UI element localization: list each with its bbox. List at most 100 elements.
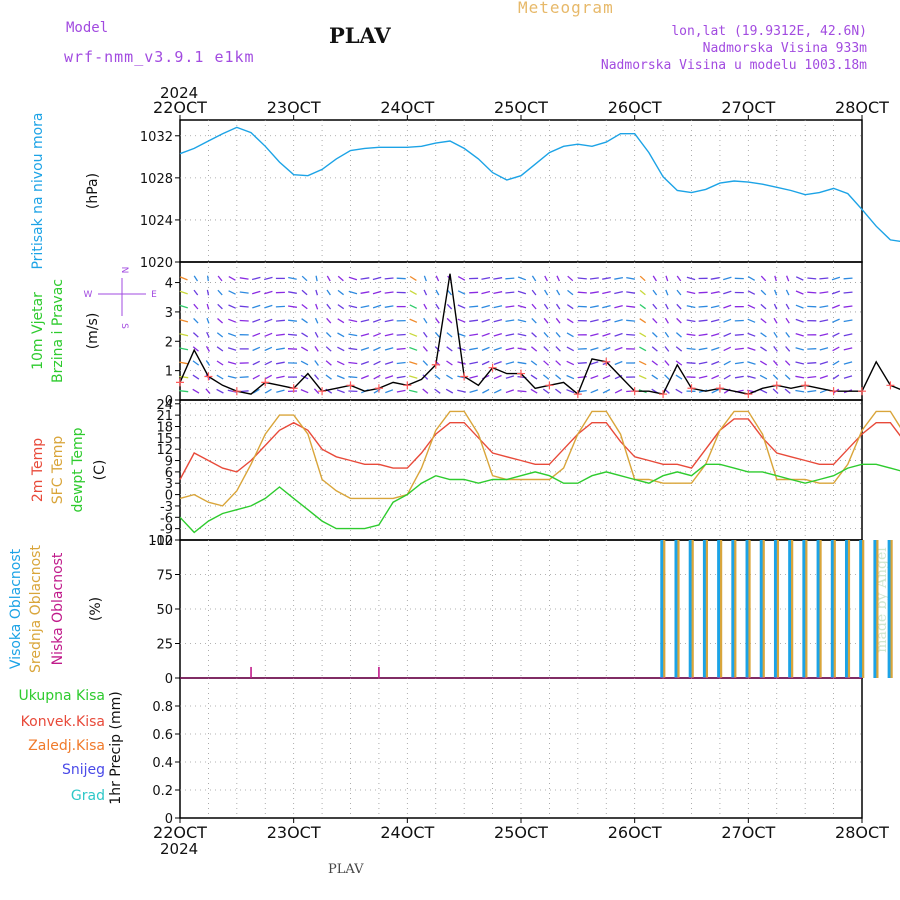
y-tick-label-pressure: 1032 <box>140 130 173 145</box>
wind-barb <box>651 332 658 338</box>
wind-barb <box>723 318 732 323</box>
wind-barb <box>795 304 804 309</box>
wind-barb <box>373 360 381 366</box>
wind-barb <box>315 289 319 296</box>
y-tick-label-temperature: -3 <box>160 500 173 515</box>
wind-barb <box>555 374 562 380</box>
wind-barb <box>409 304 417 309</box>
wind-barb <box>665 289 669 296</box>
bottom-axis-tick-label: 22OCT <box>153 823 207 842</box>
wind-barb <box>639 289 646 296</box>
wind-barb <box>589 277 599 280</box>
wind-barb <box>337 289 344 296</box>
wind-barb <box>434 331 440 338</box>
wind-barb <box>614 318 623 323</box>
wind-barb <box>216 360 224 366</box>
wind-barb <box>227 361 237 365</box>
wind-barb <box>773 360 779 366</box>
wind-barb <box>216 374 224 380</box>
y-tick-label-temperature: -9 <box>160 523 173 538</box>
wind-barb <box>217 318 224 324</box>
wind-barb <box>531 332 537 338</box>
wind-barb <box>446 317 453 324</box>
wind-barb <box>434 346 441 352</box>
wind-barb <box>566 346 575 352</box>
wind-barb <box>315 275 318 282</box>
wind-barb <box>686 347 696 351</box>
wind-barb <box>698 361 708 365</box>
wind-barb <box>734 361 744 365</box>
wind-barb <box>373 346 381 352</box>
wind-barb <box>566 389 575 394</box>
wind-barb <box>252 346 261 352</box>
wind-barb <box>481 290 491 295</box>
wind-barb <box>408 389 418 393</box>
model-elevation-text: Nadmorska Visina u modelu 1003.18m <box>600 58 867 73</box>
wind-barb <box>396 347 406 350</box>
wind-barb <box>396 333 406 336</box>
wind-barb <box>664 331 670 338</box>
wind-barb <box>517 304 527 309</box>
wind-barb <box>639 332 647 338</box>
wind-barb <box>228 290 236 295</box>
wind-barb <box>710 291 720 295</box>
wind-unit: (m/s) <box>85 313 101 350</box>
wind-barb <box>651 374 659 380</box>
wind-barb <box>602 276 611 280</box>
precip-legend-item: Zaledj.Kisa <box>28 738 105 754</box>
wind-gust-marker <box>374 384 383 393</box>
wind-barb <box>409 375 418 379</box>
wind-barb <box>638 360 647 366</box>
wind-gust-marker <box>602 357 611 366</box>
bottom-axis-tick-label: 24OCT <box>380 823 434 842</box>
wind-barb <box>205 388 211 395</box>
wind-barb <box>315 303 319 310</box>
wind-barb <box>276 389 285 393</box>
wind-barb <box>239 376 249 379</box>
wind-barb <box>639 275 646 282</box>
wind-barb <box>819 347 829 351</box>
wind-barb <box>252 290 261 295</box>
y-tick-label-precip: 0.8 <box>152 700 173 715</box>
wind-barb <box>747 318 756 323</box>
wind-barb <box>384 305 394 308</box>
wind-barb <box>216 332 224 338</box>
y-tick-label-pressure: 1020 <box>140 256 173 271</box>
wind-barb <box>326 275 331 282</box>
wind-barb <box>590 319 599 323</box>
wind-barb <box>275 319 285 322</box>
wind-barb <box>760 346 767 352</box>
wind-barb <box>396 389 406 393</box>
precip-legend-item: Snijeg <box>62 762 105 778</box>
wind-barb <box>759 388 768 394</box>
wind-barb <box>325 346 332 352</box>
wind-barb <box>795 375 805 379</box>
wind-barb <box>301 332 309 338</box>
wind-barb <box>664 374 670 380</box>
wind-barb <box>326 303 332 310</box>
wind-barb <box>795 332 804 337</box>
wind-barb <box>676 317 682 324</box>
wind-barb <box>675 388 683 394</box>
y-tick-label-temperature: 6 <box>165 466 173 481</box>
cloud-unit: (%) <box>88 597 104 621</box>
wind-barb <box>493 388 502 394</box>
wind-barb <box>602 332 611 337</box>
wind-barb <box>313 388 320 394</box>
wind-barb <box>676 275 682 282</box>
elevation-text: Nadmorska Visina 933m <box>702 41 867 56</box>
wind-barb <box>422 331 428 338</box>
wind-barb <box>832 332 840 338</box>
wind-barb <box>530 360 538 366</box>
wind-barb <box>807 277 817 280</box>
y-tick-label-clouds: 25 <box>156 638 173 653</box>
wind-barb <box>772 388 779 394</box>
wind-barb <box>773 346 778 352</box>
y-tick-label-clouds: 0 <box>165 672 173 687</box>
wind-barb <box>239 319 249 322</box>
wind-barb <box>590 333 599 337</box>
wind-barb <box>651 360 658 366</box>
wind-barb <box>287 348 298 350</box>
wind-barb <box>686 290 696 295</box>
wind-barb <box>325 360 332 366</box>
